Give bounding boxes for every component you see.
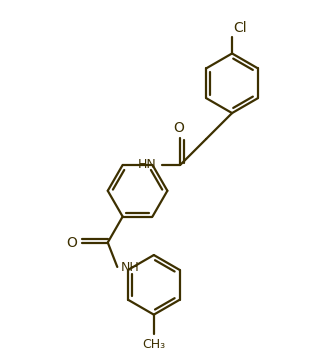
Text: CH₃: CH₃ [142,338,165,351]
Text: O: O [66,235,77,250]
Text: Cl: Cl [233,21,247,35]
Text: HN: HN [138,158,156,171]
Text: O: O [173,121,184,135]
Text: NH: NH [121,261,140,274]
